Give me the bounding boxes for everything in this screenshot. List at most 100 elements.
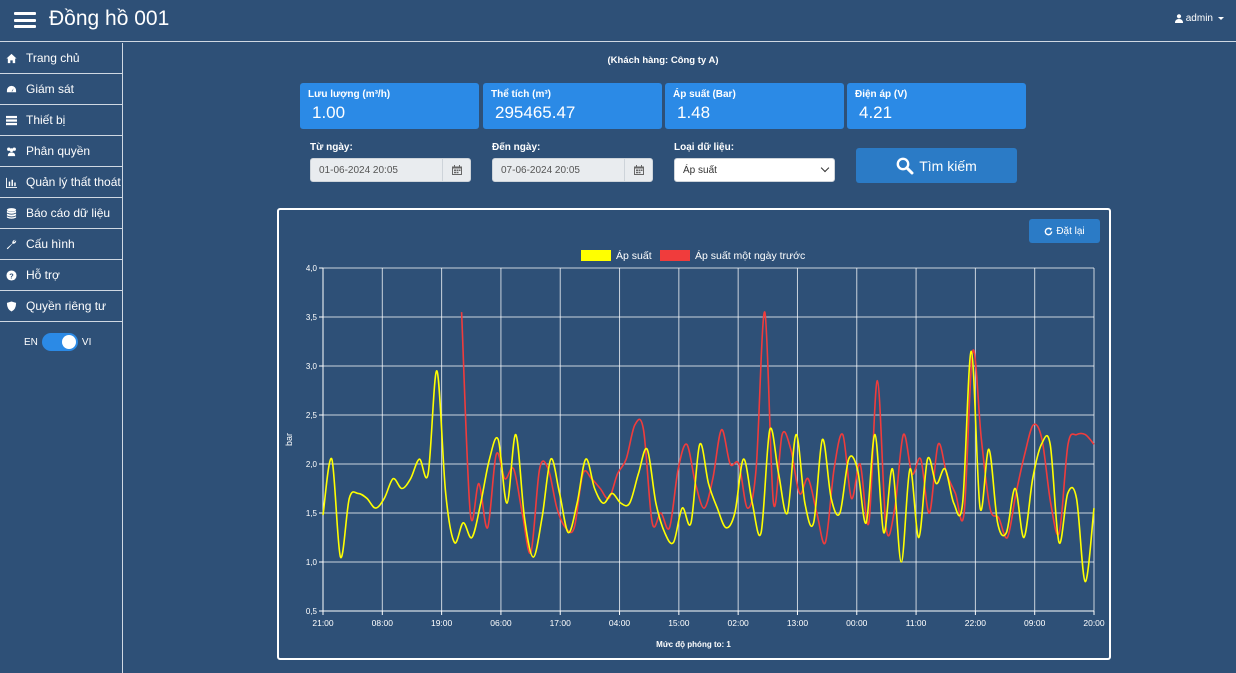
legend-label-previous-day: Áp suất một ngày trước — [695, 249, 805, 262]
series-line-pressure — [322, 350, 1095, 583]
data-type-label: Loại dữ liệu: — [674, 142, 735, 153]
user-menu[interactable]: admin — [1174, 13, 1224, 24]
x-tick-label: 02:00 — [728, 618, 750, 628]
sidebar-item-label: Thiết bị — [26, 113, 66, 127]
bar-chart-icon — [4, 175, 18, 189]
legend-swatch-pressure — [581, 250, 611, 261]
reset-zoom-label: Đặt lại — [1056, 225, 1085, 237]
x-tick-label: 19:00 — [431, 618, 453, 628]
sidebar-item-monitoring[interactable]: Giám sát — [0, 74, 122, 105]
x-tick-label: 21:00 — [312, 618, 334, 628]
card-label: Lưu lượng (m³/h) — [308, 89, 391, 100]
chevron-down-icon — [820, 163, 830, 173]
users-icon — [4, 144, 18, 158]
reset-zoom-button[interactable]: Đặt lại — [1029, 219, 1100, 243]
svg-text:?: ? — [9, 271, 14, 280]
sidebar-item-label: Cấu hình — [26, 237, 75, 251]
sidebar: Trang chủ Giám sát Thiết bị Phân quyền Q… — [0, 43, 123, 673]
chart-panel: 0,5 1,0 1,5 2,0 2,5 3,0 3,5 4,0 21:00 08:00 19:00 0… — [277, 208, 1111, 660]
search-button[interactable]: Tìm kiếm — [856, 148, 1017, 183]
top-bar: Đồng hồ 001 admin — [0, 0, 1236, 42]
caret-down-icon — [1218, 17, 1224, 20]
x-tick-label: 00:00 — [846, 618, 868, 628]
language-toggle[interactable] — [41, 333, 78, 351]
lang-en-label: EN — [24, 336, 38, 348]
from-date-input[interactable]: 01-06-2024 20:05 — [310, 158, 471, 182]
y-tick-label: 3,0 — [306, 362, 318, 371]
x-tick-label: 22:00 — [965, 618, 987, 628]
calendar-icon[interactable] — [624, 159, 652, 181]
list-icon — [4, 113, 18, 127]
toggle-knob — [61, 335, 76, 349]
user-icon — [1174, 14, 1183, 23]
language-switch: EN VI — [0, 333, 122, 351]
zoom-level-label: Mức độ phóng to: 1 — [656, 640, 731, 649]
to-date-input[interactable]: 07-06-2024 20:05 — [492, 158, 653, 182]
card-value: 4.21 — [859, 103, 893, 122]
x-tick-label: 15:00 — [668, 618, 690, 628]
x-tick-label: 17:00 — [550, 618, 572, 628]
y-tick-label: 0,5 — [306, 607, 318, 616]
sidebar-item-label: Quyền riêng tư — [26, 299, 107, 313]
x-tick-label: 04:00 — [609, 618, 631, 628]
sidebar-item-loss-management[interactable]: Quản lý thất thoát — [0, 167, 122, 198]
sidebar-item-support[interactable]: ? Hỗ trợ — [0, 260, 122, 291]
x-tick-label: 11:00 — [906, 618, 927, 628]
y-axis-label: bar — [284, 433, 294, 446]
pressure-card: Áp suất (Bar) 1.48 — [665, 83, 844, 129]
menu-icon[interactable] — [14, 12, 36, 28]
card-value: 1.48 — [677, 103, 711, 122]
series-line-previous-day — [460, 311, 1095, 555]
pressure-chart[interactable]: 0,5 1,0 1,5 2,0 2,5 3,0 3,5 4,0 21:00 08:00 19:00 0… — [279, 210, 1109, 658]
search-button-label: Tìm kiếm — [919, 157, 977, 174]
sidebar-item-data-report[interactable]: Báo cáo dữ liệu — [0, 198, 122, 229]
dashboard-icon — [4, 82, 18, 96]
sidebar-item-config[interactable]: Cấu hình — [0, 229, 122, 260]
x-tick-label: 09:00 — [1024, 618, 1046, 628]
legend-swatch-previous-day — [660, 250, 690, 261]
sidebar-item-label: Phân quyền — [26, 144, 91, 158]
sidebar-item-devices[interactable]: Thiết bị — [0, 105, 122, 136]
sidebar-item-label: Giám sát — [26, 82, 75, 96]
y-tick-label: 1,0 — [306, 558, 318, 567]
sidebar-item-label: Quản lý thất thoát — [26, 175, 121, 189]
refresh-icon — [1044, 226, 1053, 235]
card-label: Áp suất (Bar) — [673, 89, 736, 100]
x-tick-label: 08:00 — [372, 618, 394, 628]
sidebar-item-permissions[interactable]: Phân quyền — [0, 136, 122, 167]
home-icon — [4, 51, 18, 65]
card-label: Thể tích (m³) — [491, 89, 551, 100]
sidebar-item-privacy[interactable]: Quyền riêng tư — [0, 291, 122, 322]
y-tick-label: 1,5 — [306, 509, 318, 518]
sidebar-item-label: Báo cáo dữ liệu — [26, 206, 111, 220]
voltage-card: Điện áp (V) 4.21 — [847, 83, 1026, 129]
y-tick-label: 3,5 — [306, 313, 318, 322]
lang-vi-label: VI — [81, 336, 92, 348]
card-value: 1.00 — [312, 103, 346, 122]
search-icon — [896, 157, 914, 174]
sidebar-item-home[interactable]: Trang chủ — [0, 43, 122, 74]
data-type-select[interactable]: Áp suất — [674, 158, 835, 182]
sidebar-item-label: Hỗ trợ — [26, 268, 60, 282]
x-tick-label: 06:00 — [490, 618, 512, 628]
database-icon — [4, 206, 18, 220]
to-date-label: Đến ngày: — [492, 142, 541, 153]
y-tick-label: 2,5 — [306, 411, 318, 420]
card-value: 295465.47 — [495, 103, 576, 122]
page-title: Đồng hồ 001 — [49, 7, 170, 30]
flow-card: Lưu lượng (m³/h) 1.00 — [300, 83, 479, 129]
y-tick-label: 2,0 — [306, 460, 318, 469]
user-name: admin — [1185, 13, 1213, 24]
data-type-value: Áp suất — [683, 165, 717, 176]
to-date-value: 07-06-2024 20:05 — [501, 165, 580, 176]
wrench-icon — [4, 237, 18, 251]
question-icon: ? — [4, 268, 18, 282]
legend-label-pressure: Áp suất — [616, 249, 652, 262]
from-date-value: 01-06-2024 20:05 — [319, 165, 398, 176]
card-label: Điện áp (V) — [855, 89, 908, 100]
shield-icon — [4, 299, 18, 313]
calendar-icon[interactable] — [442, 159, 470, 181]
y-tick-label: 4,0 — [306, 264, 318, 273]
volume-card: Thể tích (m³) 295465.47 — [483, 83, 662, 129]
sidebar-item-label: Trang chủ — [26, 51, 80, 65]
